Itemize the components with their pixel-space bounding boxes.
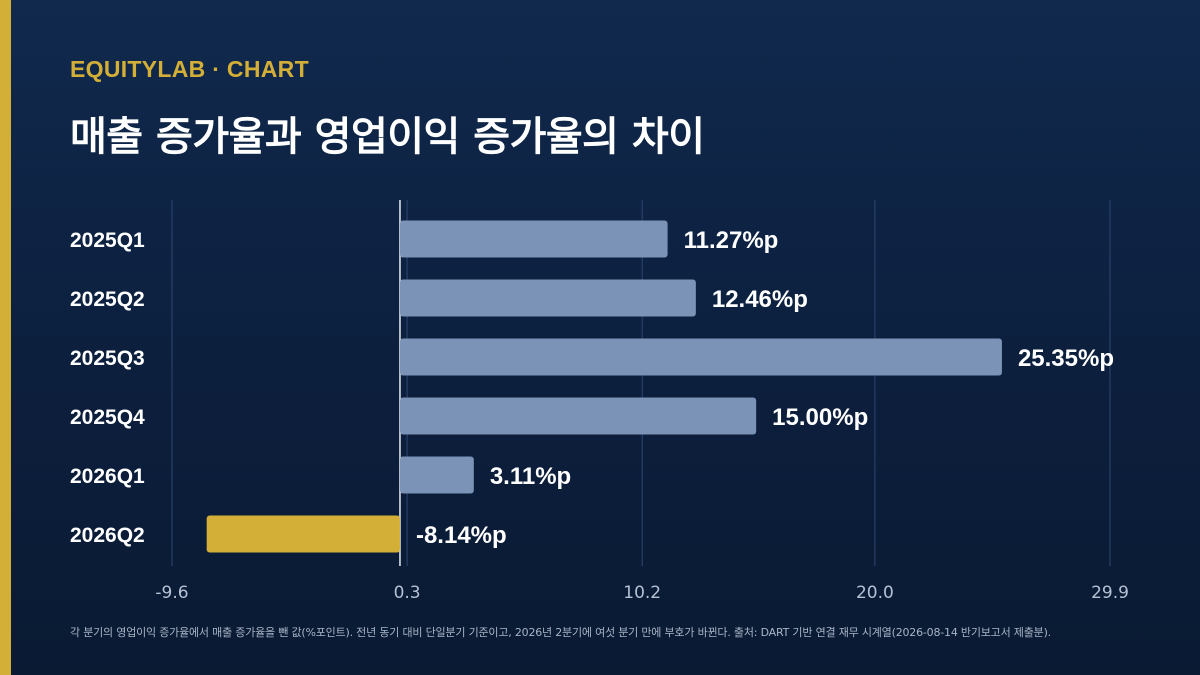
bar bbox=[206, 515, 400, 553]
value-label: 3.11%p bbox=[490, 463, 571, 490]
category-label: 2026Q1 bbox=[70, 465, 145, 488]
value-label: 15.00%p bbox=[772, 404, 868, 431]
x-tick-label: 29.9 bbox=[1091, 583, 1129, 603]
bar-chart: -9.6 0.3 10.2 20.0 29.9 2025Q1 11.27%p 2025Q2 12… bbox=[70, 200, 1129, 603]
accent-bar bbox=[0, 0, 11, 675]
category-label: 2025Q4 bbox=[70, 406, 145, 429]
value-label: 12.46%p bbox=[712, 286, 808, 313]
bar bbox=[399, 279, 696, 317]
value-label: 11.27%p bbox=[684, 227, 779, 254]
category-label: 2026Q2 bbox=[70, 524, 145, 547]
brand-label: EQUITYLAB · CHART bbox=[70, 56, 309, 82]
category-label: 2025Q1 bbox=[70, 229, 145, 252]
category-label: 2025Q2 bbox=[70, 288, 145, 311]
x-tick-label: -9.6 bbox=[155, 583, 188, 603]
x-tick-label: 20.0 bbox=[856, 583, 894, 603]
footnote: 각 분기의 영업이익 증가율에서 매출 증가율을 뺀 값(%포인트). 전년 동… bbox=[70, 626, 1051, 639]
category-label: 2025Q3 bbox=[70, 347, 145, 370]
x-tick-label: 0.3 bbox=[394, 583, 421, 603]
bar bbox=[399, 220, 668, 258]
value-label: 25.35%p bbox=[1018, 345, 1114, 372]
page-title: 매출 증가율과 영업이익 증가율의 차이 bbox=[70, 114, 705, 160]
bar bbox=[399, 456, 474, 494]
bar bbox=[399, 397, 757, 435]
value-label: -8.14%p bbox=[416, 522, 507, 549]
x-tick-label: 10.2 bbox=[623, 583, 661, 603]
bar bbox=[399, 338, 1002, 376]
